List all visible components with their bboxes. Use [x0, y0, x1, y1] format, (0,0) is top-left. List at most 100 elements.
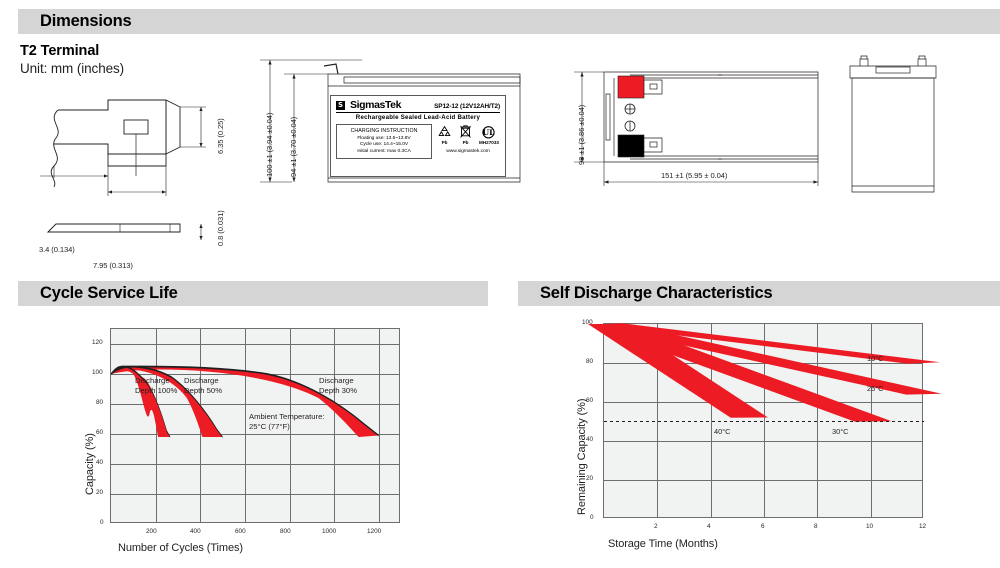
dim-battery-length: 151 ±1 (5.95 ± 0.04) [661, 171, 728, 180]
wheelie-bin-crossed-icon [460, 125, 471, 138]
battery-front-view: 100 ±1 (3.94 ±0.04) 94 ±1 (3.70 ±0.04) [252, 52, 522, 197]
sd-line-40c [588, 323, 768, 418]
sd-gridline-v-4 [710, 324, 712, 517]
cycle-gridline-h-40 [111, 464, 399, 465]
cycle-xtick-1000: 1000 [322, 528, 337, 535]
cycle-xtick-200: 200 [146, 528, 157, 535]
cycle-annot-dod30: Discharge Depth 30% [319, 376, 357, 396]
self-discharge-plot-area: 10°C 25°C 30°C 40°C [588, 323, 942, 519]
self-discharge-chart: 10°C 25°C 30°C 40°C 100 80 60 40 20 0 2 … [518, 310, 1000, 560]
cycle-ytick-20: 20 [96, 489, 104, 496]
cycle-gridline-h-120 [111, 344, 399, 345]
cycle-band-dod30 [111, 366, 379, 437]
cycle-gridline-h-80 [111, 404, 399, 405]
cycle-band-dod50 [111, 366, 223, 437]
cert-ul: UL MH27033 [479, 126, 499, 145]
cycle-gridline-v-800 [289, 329, 291, 522]
terminal-profile-svg [40, 99, 206, 240]
battery-subtitle: Rechargeable Sealed Lead-Acid Battery [355, 114, 481, 121]
sd-line-25c [588, 323, 942, 395]
model-code: SP12-12 (12V12AH/T2) [434, 103, 500, 110]
cycle-xtick-1200: 1200 [367, 528, 382, 535]
sd-xtick-6: 6 [761, 523, 765, 530]
cycle-annot-dod50-l2: Depth 50% [184, 386, 223, 396]
battery-top-view: 98 ±1 (3.86 ±0.04) 151 ±1 (5.95 ± 0.04) [522, 52, 832, 197]
label-lower-row: CHARGING INSTRUCTION Floating use: 13.5~… [336, 124, 500, 159]
dim-terminal-offset: 3.4 (0.134) [39, 245, 75, 254]
cycle-annot-dod30-l1: Discharge [319, 376, 354, 385]
cycle-annot-ambient: Ambient Temperature: 25°C (77°F) [249, 412, 325, 432]
brand-row: S SigmasTek SP12-12 (12V12AH/T2) [336, 100, 500, 111]
sd-ytick-60: 60 [586, 397, 594, 404]
sd-xtick-12: 12 [919, 523, 927, 530]
section-title-cycle-service-life: Cycle Service Life [40, 284, 178, 303]
brand-name: SigmasTek [350, 99, 402, 111]
t2-terminal-drawing: 6.35 (0.25) 3.4 (0.134) 7.95 (0.313) 0.8… [20, 80, 230, 270]
sd-gridline-h-40 [604, 441, 922, 442]
dim-battery-overall-height: 100 ±1 (3.94 ±0.04) [265, 112, 274, 177]
sd-label-25c: 25°C [867, 384, 884, 393]
sd-xtick-4: 4 [707, 523, 711, 530]
cert-wheelie-bin: Pb [459, 125, 472, 145]
cert-bin-caption: Pb [462, 139, 469, 145]
battery-top-svg [574, 71, 819, 186]
section-header-cycle-service-life: Cycle Service Life [18, 281, 488, 306]
cycle-annot-dod30-l2: Depth 30% [319, 386, 358, 396]
sd-label-10c: 10°C [867, 354, 884, 363]
sd-x-axis-title: Storage Time (Months) [608, 538, 718, 550]
cert-recycle-caption: Pb [441, 139, 448, 145]
charging-line-cycle: Cycle use: 14.4~15.0V [359, 142, 409, 148]
svg-text:UL: UL [483, 128, 496, 137]
cycle-annot-dod100: Discharge Depth 100% [135, 376, 177, 396]
cycle-ytick-100: 100 [92, 369, 103, 376]
certification-marks: Pb Pb [436, 124, 500, 159]
cycle-envelope-dod30 [110, 365, 379, 437]
negative-terminal-pad [617, 134, 645, 158]
cycle-gridline-v-600 [244, 329, 246, 522]
charging-line-current: Initial current: max 0.3CA [357, 148, 411, 154]
cycle-annot-dod50-l1: Discharge [184, 376, 219, 385]
section-header-dimensions: Dimensions [18, 9, 1000, 34]
charging-instruction-title: CHARGING INSTRUCTION [350, 127, 418, 134]
cert-recycle: Pb [437, 125, 452, 145]
sd-gridline-h-80 [604, 363, 922, 364]
cycle-annot-ambient-l2: 25°C (77°F) [249, 422, 290, 432]
section-title-self-discharge: Self Discharge Characteristics [540, 284, 773, 303]
sd-xtick-10: 10 [866, 523, 874, 530]
terminal-type-label: T2 Terminal [20, 43, 100, 59]
cycle-service-life-chart: Discharge Depth 100% Discharge Depth 50%… [18, 310, 488, 560]
sd-ytick-20: 20 [586, 475, 594, 482]
cycle-ytick-40: 40 [96, 459, 104, 466]
cycle-gridline-v-1000 [334, 329, 336, 522]
cycle-envelope-dod50 [110, 365, 223, 438]
dim-terminal-thickness: 0.8 (0.031) [216, 210, 225, 246]
sd-ytick-0: 0 [590, 514, 594, 521]
cycle-xtick-400: 400 [190, 528, 201, 535]
sd-gridline-h-20 [604, 480, 922, 481]
recycle-lead-icon [438, 125, 451, 137]
positive-terminal-pad [617, 75, 645, 99]
sd-xtick-2: 2 [654, 523, 658, 530]
unit-label: Unit: mm (inches) [20, 61, 125, 77]
cycle-annot-dod100-l1: Discharge [135, 376, 170, 385]
charging-instruction-box: CHARGING INSTRUCTION Floating use: 13.5~… [336, 124, 432, 159]
sd-ytick-100: 100 [582, 319, 593, 326]
cycle-xtick-600: 600 [235, 528, 246, 535]
cycle-gridline-h-20 [111, 494, 399, 495]
ul-listed-icon: UL [482, 126, 496, 139]
sd-ytick-80: 80 [586, 358, 594, 365]
self-discharge-curves-svg [588, 323, 942, 519]
sd-ytick-40: 40 [586, 436, 594, 443]
dim-battery-width: 98 ±1 (3.86 ±0.04) [577, 104, 586, 165]
dim-terminal-height: 6.35 (0.25) [216, 118, 225, 154]
sd-gridline-h-60 [604, 402, 922, 403]
cycle-annot-ambient-l1: Ambient Temperature: [249, 412, 325, 421]
battery-side-view [840, 52, 960, 202]
charging-line-float: Floating use: 13.5~13.8V [357, 136, 411, 141]
cycle-ytick-60: 60 [96, 429, 104, 436]
battery-front-svg [260, 59, 521, 183]
cycle-band-dod100-fill [111, 366, 171, 437]
website-url: www.sigmastek.com [446, 148, 490, 154]
cycle-ytick-120: 120 [92, 339, 103, 346]
cert-ul-caption: MH27033 [479, 139, 499, 145]
